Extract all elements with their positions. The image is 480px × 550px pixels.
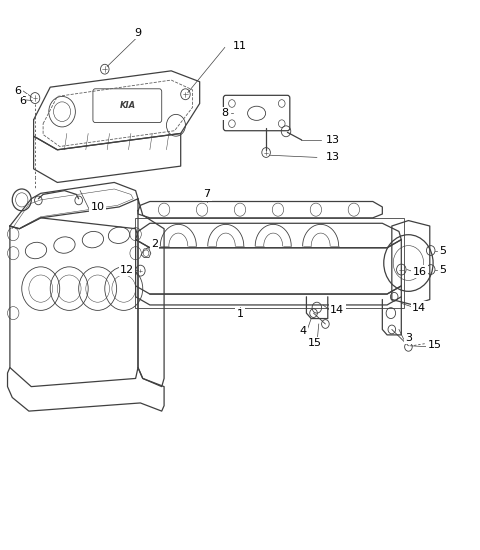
Text: 10: 10 (91, 202, 105, 212)
Text: KIA: KIA (120, 101, 136, 110)
Text: 6: 6 (19, 96, 26, 106)
Bar (135, 218, 404, 307)
Text: 6: 6 (14, 86, 22, 96)
Text: 9: 9 (134, 28, 142, 38)
Text: 11: 11 (233, 41, 247, 51)
Text: 13: 13 (325, 152, 339, 162)
Text: 12: 12 (120, 265, 134, 274)
Text: 5: 5 (440, 245, 446, 256)
Text: 7: 7 (203, 189, 210, 200)
Text: 2: 2 (151, 239, 158, 249)
Text: 14: 14 (330, 305, 344, 315)
Text: 1: 1 (237, 309, 243, 319)
Text: 4: 4 (299, 326, 306, 336)
Text: 14: 14 (412, 302, 426, 312)
Text: 5: 5 (440, 265, 446, 274)
Text: 15: 15 (308, 338, 322, 348)
Text: 13: 13 (325, 135, 339, 145)
Text: 3: 3 (405, 333, 412, 343)
Text: 8: 8 (221, 108, 228, 118)
Text: 16: 16 (412, 267, 426, 277)
Text: 15: 15 (428, 340, 442, 350)
